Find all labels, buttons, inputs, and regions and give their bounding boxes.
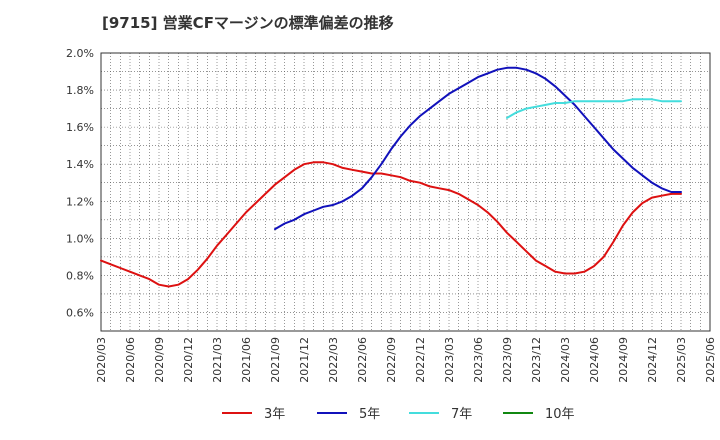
x-tick-label: 2022/12 xyxy=(414,337,427,383)
x-tick-label: 2021/03 xyxy=(211,337,224,383)
x-tick-label: 2022/06 xyxy=(356,337,369,383)
x-tick-label: 2022/03 xyxy=(327,337,340,383)
y-tick-label: 1.8% xyxy=(66,84,94,97)
series-lines xyxy=(100,66,682,288)
y-tick-label: 0.8% xyxy=(66,269,94,282)
x-tick-label: 2025/03 xyxy=(675,337,688,383)
x-tick-label: 2020/06 xyxy=(124,337,137,383)
x-tick-label: 2023/12 xyxy=(530,337,543,383)
x-tick-label: 2020/03 xyxy=(95,337,108,383)
y-tick-label: 1.0% xyxy=(66,232,94,245)
y-tick-label: 2.0% xyxy=(66,47,94,60)
x-tick-label: 2020/12 xyxy=(182,337,195,383)
x-tick-label: 2024/06 xyxy=(588,337,601,383)
series-line-3 xyxy=(506,98,682,119)
legend-label: 3年 xyxy=(264,407,285,422)
x-tick-label: 2022/09 xyxy=(385,337,398,383)
legend-label: 10年 xyxy=(545,407,575,422)
x-tick-label: 2021/09 xyxy=(269,337,282,383)
legend-label: 7年 xyxy=(451,407,472,422)
axes: 0.6% 0.8% 1.0% 1.2% 1.4% 1.6% 1.8% 2.0% 2020/03 2… xyxy=(66,47,717,383)
x-tick-label: 2020/09 xyxy=(153,337,166,383)
y-tick-label: 0.6% xyxy=(66,306,94,319)
x-tick-label: 2023/09 xyxy=(501,337,514,383)
y-tick-label: 1.2% xyxy=(66,195,94,208)
chart-title: [9715] 営業CFマージンの標準偏差の推移 xyxy=(102,14,394,32)
x-tick-label: 2025/06 xyxy=(704,337,717,383)
x-tick-label: 2021/06 xyxy=(240,337,253,383)
series-line-2 xyxy=(274,66,682,231)
x-tick-label: 2023/03 xyxy=(443,337,456,383)
gridlines xyxy=(101,53,710,331)
y-tick-label: 1.6% xyxy=(66,121,94,134)
x-tick-label: 2024/09 xyxy=(617,337,630,383)
x-tick-label: 2024/03 xyxy=(559,337,572,383)
y-tick-label: 1.4% xyxy=(66,158,94,171)
series-line-1 xyxy=(100,161,682,288)
x-tick-label: 2024/12 xyxy=(646,337,659,383)
x-tick-label: 2021/12 xyxy=(298,337,311,383)
plot-border xyxy=(100,52,711,332)
x-tick-label: 2023/06 xyxy=(472,337,485,383)
legend-label: 5年 xyxy=(359,407,380,422)
legend: 3年 5年 7年 10年 xyxy=(222,407,575,422)
plot-background xyxy=(101,53,710,331)
